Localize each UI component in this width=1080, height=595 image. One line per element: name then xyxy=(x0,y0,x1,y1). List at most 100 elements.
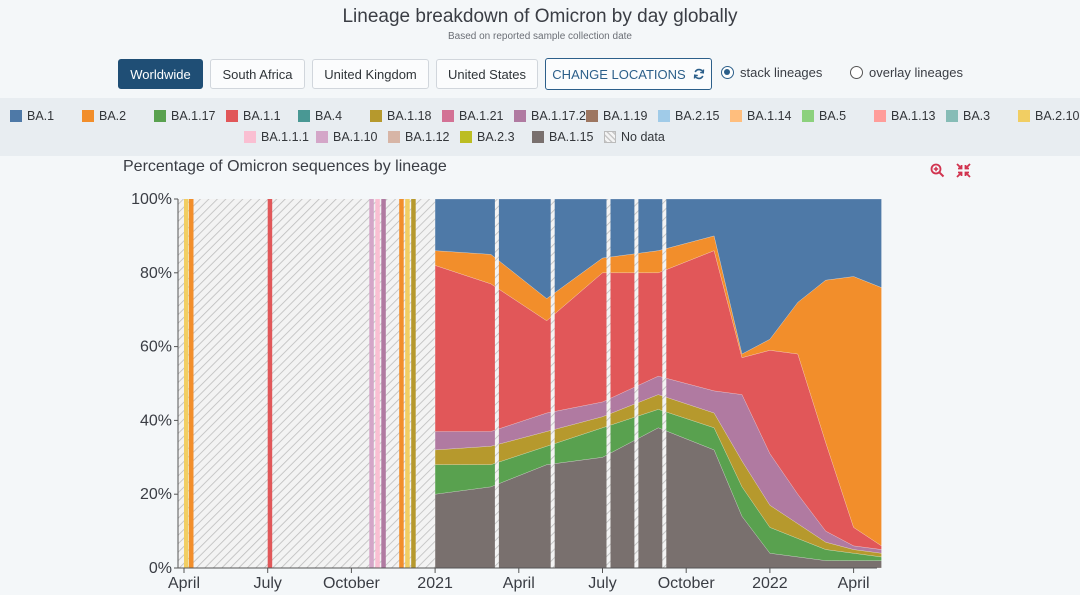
refresh-icon xyxy=(693,68,704,80)
legend-label: BA.1.10 xyxy=(333,130,378,144)
location-button-united-states[interactable]: United States xyxy=(436,59,538,89)
legend-item-ba-1-12[interactable]: BA.1.12 xyxy=(388,130,449,144)
sparse-bar-ba-2 xyxy=(399,199,404,568)
legend-label: BA.1.17.2 xyxy=(531,109,586,123)
legend-item-ba-5[interactable]: BA.5 xyxy=(802,109,846,123)
x-tick-label: April xyxy=(503,575,535,592)
sparse-bar-ba-1-18 xyxy=(411,199,416,568)
collapse-icon[interactable] xyxy=(956,163,971,178)
x-tick-label: April xyxy=(168,575,200,592)
no-data-gap xyxy=(662,199,667,568)
legend-label: BA.1.18 xyxy=(387,109,432,123)
y-tick-label: 60% xyxy=(140,339,172,356)
zoom-in-icon[interactable] xyxy=(930,163,945,178)
legend-swatch xyxy=(154,110,166,122)
legend-swatch xyxy=(298,110,310,122)
legend-label: BA.1.17 xyxy=(171,109,216,123)
legend-label: BA.1.13 xyxy=(891,109,936,123)
legend-swatch xyxy=(442,110,454,122)
legend-label: BA.5 xyxy=(819,109,847,123)
legend-item-ba-1-19[interactable]: BA.1.19 xyxy=(586,109,647,123)
y-tick-label: 100% xyxy=(131,191,172,208)
legend-label: BA.3 xyxy=(963,109,991,123)
legend-label: BA.1.21 xyxy=(459,109,504,123)
x-tick-label: October xyxy=(658,575,716,592)
sparse-bar-ba-1-17-2 xyxy=(381,199,386,568)
legend-swatch xyxy=(802,110,814,122)
legend-swatch xyxy=(730,110,742,122)
legend-swatch xyxy=(658,110,670,122)
no-data-gap xyxy=(494,199,499,568)
legend-item-ba-2[interactable]: BA.2 xyxy=(82,109,126,123)
change-locations-label: CHANGE LOCATIONS xyxy=(552,66,686,82)
legend-item-ba-1-17[interactable]: BA.1.17 xyxy=(154,109,215,123)
legend-item-ba-1-1[interactable]: BA.1.1 xyxy=(226,109,281,123)
legend-item-ba-1[interactable]: BA.1 xyxy=(10,109,54,123)
legend-swatch xyxy=(82,110,94,122)
legend-swatch xyxy=(226,110,238,122)
legend-item-ba-1-10[interactable]: BA.1.10 xyxy=(316,130,377,144)
legend-label: BA.2.15 xyxy=(675,109,720,123)
legend-item-ba-1-1-1[interactable]: BA.1.1.1 xyxy=(244,130,309,144)
radio-overlay-lineages[interactable]: overlay lineages xyxy=(850,65,963,80)
legend-label: BA.1.1.1 xyxy=(261,130,309,144)
legend-swatch xyxy=(604,131,616,143)
legend-item-ba-2-15[interactable]: BA.2.15 xyxy=(658,109,719,123)
radio-stack-lineages[interactable]: stack lineages xyxy=(721,65,822,80)
legend-item-ba-1-13[interactable]: BA.1.13 xyxy=(874,109,935,123)
x-tick-label: 2021 xyxy=(417,575,453,592)
no-data-gap xyxy=(550,199,555,568)
legend-item-ba-1-18[interactable]: BA.1.18 xyxy=(370,109,431,123)
legend-label: BA.1 xyxy=(27,109,55,123)
sparse-bar-ba-2-10 xyxy=(405,199,410,568)
legend-label: BA.2 xyxy=(99,109,127,123)
legend-item-ba-2-3[interactable]: BA.2.3 xyxy=(460,130,515,144)
sparse-bar-ba-1-10 xyxy=(369,199,374,568)
legend-swatch xyxy=(244,131,256,143)
x-tick-label: July xyxy=(253,575,281,592)
radio-label-overlay: overlay lineages xyxy=(869,65,963,80)
legend-label: BA.1.1 xyxy=(243,109,281,123)
legend-item-no-data[interactable]: No data xyxy=(604,130,665,144)
x-tick-label: October xyxy=(323,575,381,592)
sparse-bar-ba-2 xyxy=(189,199,194,568)
legend-item-ba-1-15[interactable]: BA.1.15 xyxy=(532,130,593,144)
location-button-south-africa[interactable]: South Africa xyxy=(210,59,305,89)
location-button-united-kingdom[interactable]: United Kingdom xyxy=(312,59,429,89)
legend-item-ba-2-10[interactable]: BA.2.10 xyxy=(1018,109,1079,123)
y-tick-label: 80% xyxy=(140,265,172,282)
no-data-gap xyxy=(606,199,611,568)
legend-swatch xyxy=(370,110,382,122)
legend-item-ba-1-14[interactable]: BA.1.14 xyxy=(730,109,791,123)
y-tick-label: 20% xyxy=(140,486,172,503)
location-button-worldwide[interactable]: Worldwide xyxy=(118,59,203,89)
y-tick-label: 0% xyxy=(149,560,172,577)
legend-swatch xyxy=(388,131,400,143)
legend-item-ba-1-17-2[interactable]: BA.1.17.2 xyxy=(514,109,586,123)
x-tick-label: July xyxy=(588,575,616,592)
legend-swatch xyxy=(514,110,526,122)
radio-dot-selected xyxy=(721,66,734,79)
legend-label: BA.4 xyxy=(315,109,343,123)
legend-swatch xyxy=(316,131,328,143)
page-title: Lineage breakdown of Omicron by day glob… xyxy=(342,6,738,27)
legend-label: BA.1.12 xyxy=(405,130,450,144)
plot-title: Percentage of Omicron sequences by linea… xyxy=(123,158,447,175)
legend-label: BA.2.3 xyxy=(477,130,515,144)
x-tick-label: April xyxy=(838,575,870,592)
legend-swatch xyxy=(1018,110,1030,122)
series-area-ba-1 xyxy=(434,198,882,355)
legend-item-ba-4[interactable]: BA.4 xyxy=(298,109,342,123)
legend-swatch xyxy=(460,131,472,143)
legend-item-ba-3[interactable]: BA.3 xyxy=(946,109,990,123)
legend-item-ba-1-21[interactable]: BA.1.21 xyxy=(442,109,503,123)
change-locations-button[interactable]: CHANGE LOCATIONS xyxy=(545,58,712,90)
legend-swatch xyxy=(874,110,886,122)
no-data-gap xyxy=(634,199,639,568)
sparse-bar-ba-2-10 xyxy=(184,199,189,568)
legend-label: BA.1.15 xyxy=(549,130,594,144)
sparse-bar-ba-1-1-1 xyxy=(375,199,380,568)
legend-label: BA.1.14 xyxy=(747,109,792,123)
legend-label: No data xyxy=(621,130,665,144)
